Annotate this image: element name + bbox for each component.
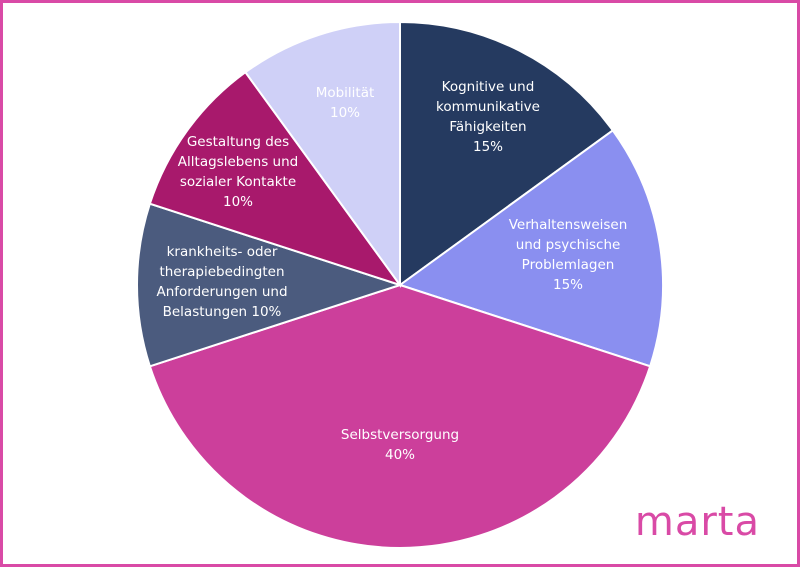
category-label: Mobilität bbox=[315, 85, 375, 101]
value-label: 40% bbox=[384, 447, 415, 463]
category-label: Gestaltung des Alltagslebens und soziale… bbox=[177, 134, 299, 190]
pie-slice bbox=[244, 20, 401, 289]
category-label: krankheits- oder therapiebedingten Anfor… bbox=[156, 244, 288, 320]
pie-slice bbox=[397, 129, 664, 368]
pie-slice bbox=[148, 70, 403, 287]
logo: marta bbox=[634, 499, 760, 545]
value-label: 15% bbox=[552, 277, 583, 293]
pie-slice bbox=[148, 283, 652, 549]
slice-label: Mobilität 10% bbox=[305, 83, 385, 123]
slice-label: krankheits- oder therapiebedingten Anfor… bbox=[147, 242, 297, 322]
value-label: 10% bbox=[329, 105, 360, 121]
category-label: Verhaltensweisen und psychische Probleml… bbox=[508, 217, 628, 273]
category-label: Kognitive und kommunikative Fähigkeiten bbox=[436, 79, 540, 135]
slice-label: Selbstversorgung 40% bbox=[320, 425, 480, 465]
slice-label: Gestaltung des Alltagslebens und soziale… bbox=[168, 132, 308, 212]
value-label: 15% bbox=[472, 139, 503, 155]
value-label: 10% bbox=[251, 304, 282, 320]
value-label: 10% bbox=[222, 194, 253, 210]
pie-slice bbox=[136, 202, 404, 368]
slice-label: Kognitive und kommunikative Fähigkeiten … bbox=[413, 77, 563, 157]
pie-slice bbox=[399, 20, 615, 287]
category-label: Selbstversorgung bbox=[340, 427, 460, 443]
slice-label: Verhaltensweisen und psychische Probleml… bbox=[498, 215, 638, 295]
